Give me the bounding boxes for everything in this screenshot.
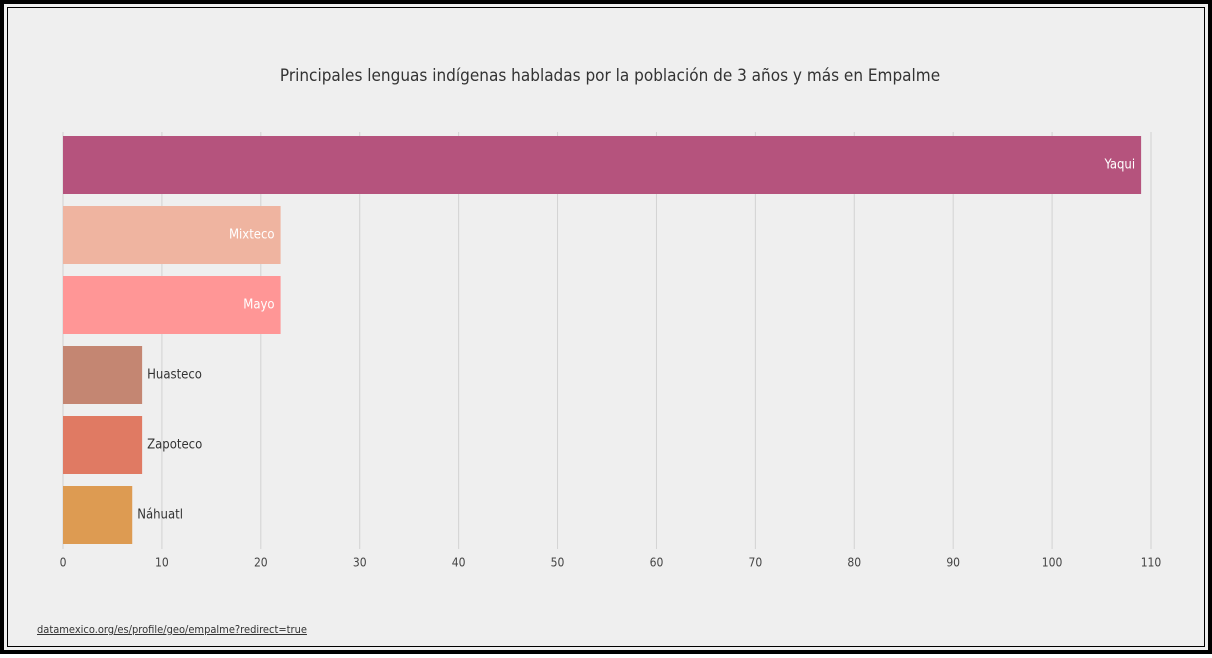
- x-tick-label: 30: [353, 556, 367, 570]
- x-tick-label: 70: [748, 556, 762, 570]
- bar-label: Mixteco: [229, 228, 275, 243]
- x-tick-label: 20: [254, 556, 268, 570]
- source-link[interactable]: datamexico.org/es/profile/geo/empalme?re…: [37, 623, 307, 636]
- x-tick-label: 100: [1042, 556, 1063, 570]
- bar: [63, 136, 1142, 194]
- bar-label: Mayo: [243, 298, 274, 313]
- x-tick-label: 110: [1141, 556, 1162, 570]
- x-tick-label: 90: [946, 556, 960, 570]
- chart-title: Principales lenguas indígenas habladas p…: [280, 66, 940, 86]
- bar: [63, 486, 133, 544]
- bar: [63, 206, 281, 264]
- bar: [63, 416, 143, 474]
- x-tick-label: 80: [847, 556, 861, 570]
- bar-label: Yaqui: [1103, 158, 1135, 173]
- x-tick-label: 60: [650, 556, 664, 570]
- bar: [63, 346, 143, 404]
- bar: [63, 276, 281, 334]
- bar-label: Náhuatl: [137, 508, 183, 523]
- x-tick-label: 50: [551, 556, 565, 570]
- x-tick-label: 40: [452, 556, 466, 570]
- x-tick-label: 10: [155, 556, 169, 570]
- bar-label: Huasteco: [147, 368, 202, 383]
- x-tick-label: 0: [60, 556, 67, 570]
- chart: Principales lenguas indígenas habladas p…: [60, 66, 1162, 570]
- bar-label: Zapoteco: [147, 438, 202, 453]
